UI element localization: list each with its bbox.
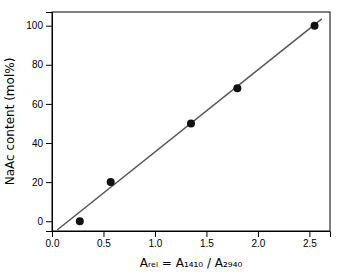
tick: 2.0 <box>251 231 265 249</box>
tick-mark <box>46 182 52 183</box>
tick: 2.5 <box>303 231 317 249</box>
tick: 60 <box>32 99 52 110</box>
tick-label: 2.0 <box>251 238 265 249</box>
tick-label: 1.5 <box>200 238 214 249</box>
tick-label: 40 <box>32 138 44 149</box>
tick-mark <box>46 143 52 144</box>
axis-line <box>53 232 331 238</box>
tick: 0.5 <box>97 231 111 249</box>
data-point <box>76 217 84 225</box>
tick: 40 <box>32 138 52 149</box>
tick-mark <box>258 231 259 237</box>
tick: 100 <box>26 20 52 31</box>
tick-mark <box>46 65 52 66</box>
tick-mark <box>309 231 310 237</box>
x-axis-title: Aᵣₑₗ = A₁₄₁₀ / A₂₉₄₀ <box>140 256 243 270</box>
tick: 1.5 <box>200 231 214 249</box>
tick-label: 100 <box>26 20 43 31</box>
axis-line <box>46 13 53 232</box>
chart: 0.0 0.5 1.0 1.5 2.0 2.5 0 20 40 60 80 100 Aᵣₑₗ = A₁₄… <box>0 0 344 275</box>
tick-mark <box>46 104 52 105</box>
tick-mark <box>46 221 52 222</box>
data-point <box>233 84 241 92</box>
tick-label: 1.0 <box>149 238 163 249</box>
plot-frame <box>52 12 330 231</box>
tick-mark <box>206 231 207 237</box>
tick: 0.0 <box>46 231 60 249</box>
y-axis-title: NaAc content (mol%) <box>3 58 17 186</box>
x-axis: 0.0 0.5 1.0 1.5 2.0 2.5 <box>46 231 331 249</box>
data-point <box>187 119 195 127</box>
data-point <box>107 178 115 186</box>
tick: 0 <box>37 216 52 227</box>
tick: 1.0 <box>149 231 163 249</box>
tick-label: 20 <box>32 177 44 188</box>
data-point <box>311 22 319 30</box>
tick-label: 0.5 <box>97 238 111 249</box>
tick-mark <box>155 231 156 237</box>
tick: 20 <box>32 177 52 188</box>
tick-label: 0 <box>37 216 43 227</box>
tick: 80 <box>32 59 52 70</box>
fit-line <box>57 19 322 230</box>
tick-label: 0.0 <box>46 238 60 249</box>
marks <box>57 19 322 230</box>
y-axis: 0 20 40 60 80 100 <box>26 13 52 232</box>
tick-label: 80 <box>32 59 44 70</box>
tick-label: 2.5 <box>303 238 317 249</box>
tick-mark <box>103 231 104 237</box>
plot: 0.0 0.5 1.0 1.5 2.0 2.5 0 20 40 60 80 100 <box>26 12 330 249</box>
tick-label: 60 <box>32 99 44 110</box>
tick-mark <box>46 26 52 27</box>
